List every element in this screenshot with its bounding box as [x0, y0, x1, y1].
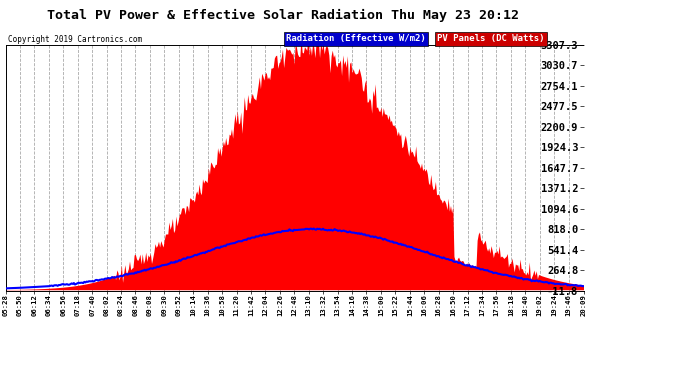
Text: Copyright 2019 Cartronics.com: Copyright 2019 Cartronics.com: [8, 34, 142, 44]
Text: PV Panels (DC Watts): PV Panels (DC Watts): [437, 34, 544, 44]
Text: Radiation (Effective W/m2): Radiation (Effective W/m2): [286, 34, 426, 44]
Text: Total PV Power & Effective Solar Radiation Thu May 23 20:12: Total PV Power & Effective Solar Radiati…: [47, 9, 519, 22]
